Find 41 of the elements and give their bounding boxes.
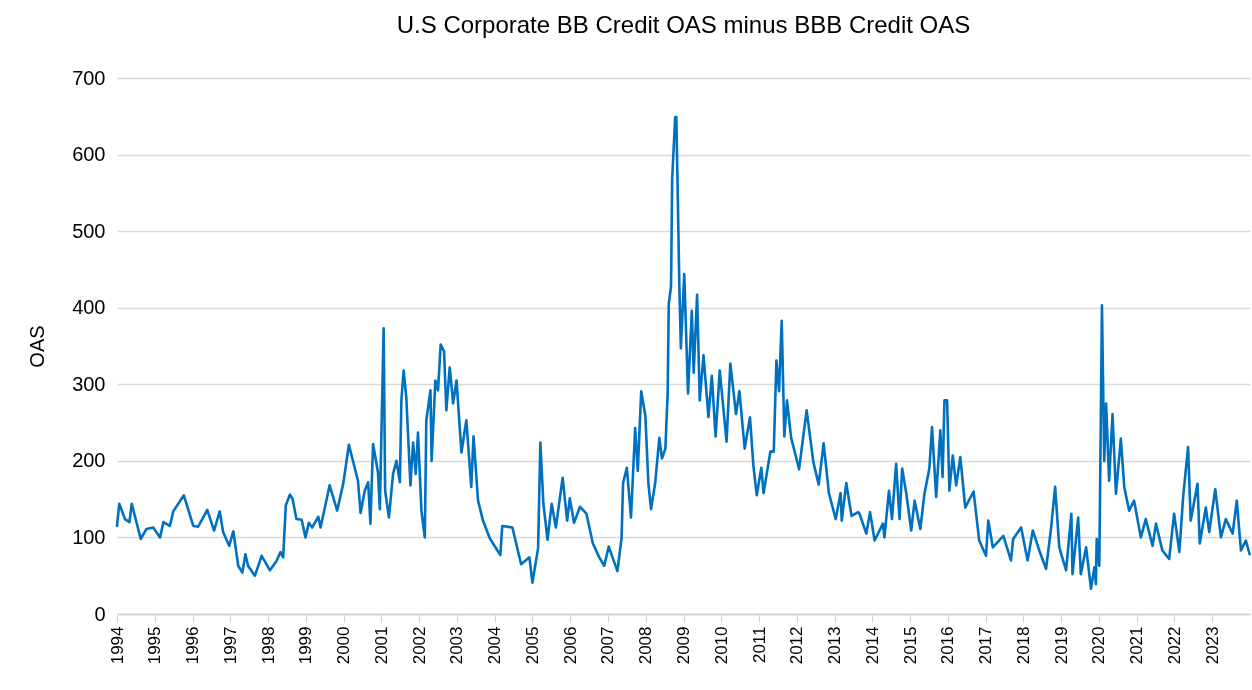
x-tick-label: 2019	[1051, 626, 1071, 665]
x-tick-label: 2007	[598, 626, 618, 665]
x-tick-label: 1999	[296, 626, 316, 665]
x-tick-label: 1998	[258, 626, 278, 665]
y-tick-label: 200	[72, 449, 106, 472]
x-tick-label: 1996	[183, 626, 203, 665]
y-tick-label: 100	[72, 525, 106, 548]
x-tick-label: 2011	[749, 626, 769, 664]
x-tick-label: 2001	[371, 626, 391, 665]
y-axis-title: OAS	[26, 325, 49, 368]
x-tick-label: 1995	[145, 626, 165, 665]
x-tick-label: 2023	[1202, 626, 1222, 665]
x-tick-label: 2003	[447, 626, 467, 665]
line-series	[115, 115, 1251, 591]
x-tick-label: 1997	[220, 626, 240, 665]
x-tick-label: 2013	[825, 626, 845, 665]
x-tick-label: 2022	[1164, 626, 1184, 665]
y-tick-label: 600	[72, 143, 106, 166]
y-tick-label: 0	[94, 602, 106, 625]
chart-title: U.S Corporate BB Credit OAS minus BBB Credit OAS	[396, 11, 971, 38]
y-tick-label: 700	[72, 66, 106, 89]
x-tick-label: 2000	[334, 626, 354, 665]
x-tick-label: 2021	[1127, 626, 1147, 665]
x-tick-label: 2004	[485, 626, 505, 665]
x-tick-label: 2012	[787, 626, 807, 665]
x-tick-label: 2016	[938, 626, 958, 665]
x-tick-label: 2020	[1089, 626, 1109, 665]
x-tick-label: 2008	[636, 626, 656, 665]
x-tick-label: 2010	[711, 626, 731, 665]
x-tick-label: 2002	[409, 626, 429, 665]
x-tick-label: 2015	[900, 626, 920, 665]
x-tick-label: 2014	[862, 626, 882, 665]
x-tick-label: 2005	[522, 626, 542, 665]
x-tick-label: 2017	[976, 626, 996, 665]
y-tick-label: 500	[72, 219, 106, 242]
x-tick-label: 2006	[560, 626, 580, 665]
y-tick-label: 400	[72, 296, 106, 319]
y-tick-label: 300	[72, 372, 106, 395]
x-tick-label: 2018	[1013, 626, 1033, 665]
x-tick-label: 1994	[107, 626, 127, 665]
x-tick-label: 2009	[674, 626, 693, 665]
